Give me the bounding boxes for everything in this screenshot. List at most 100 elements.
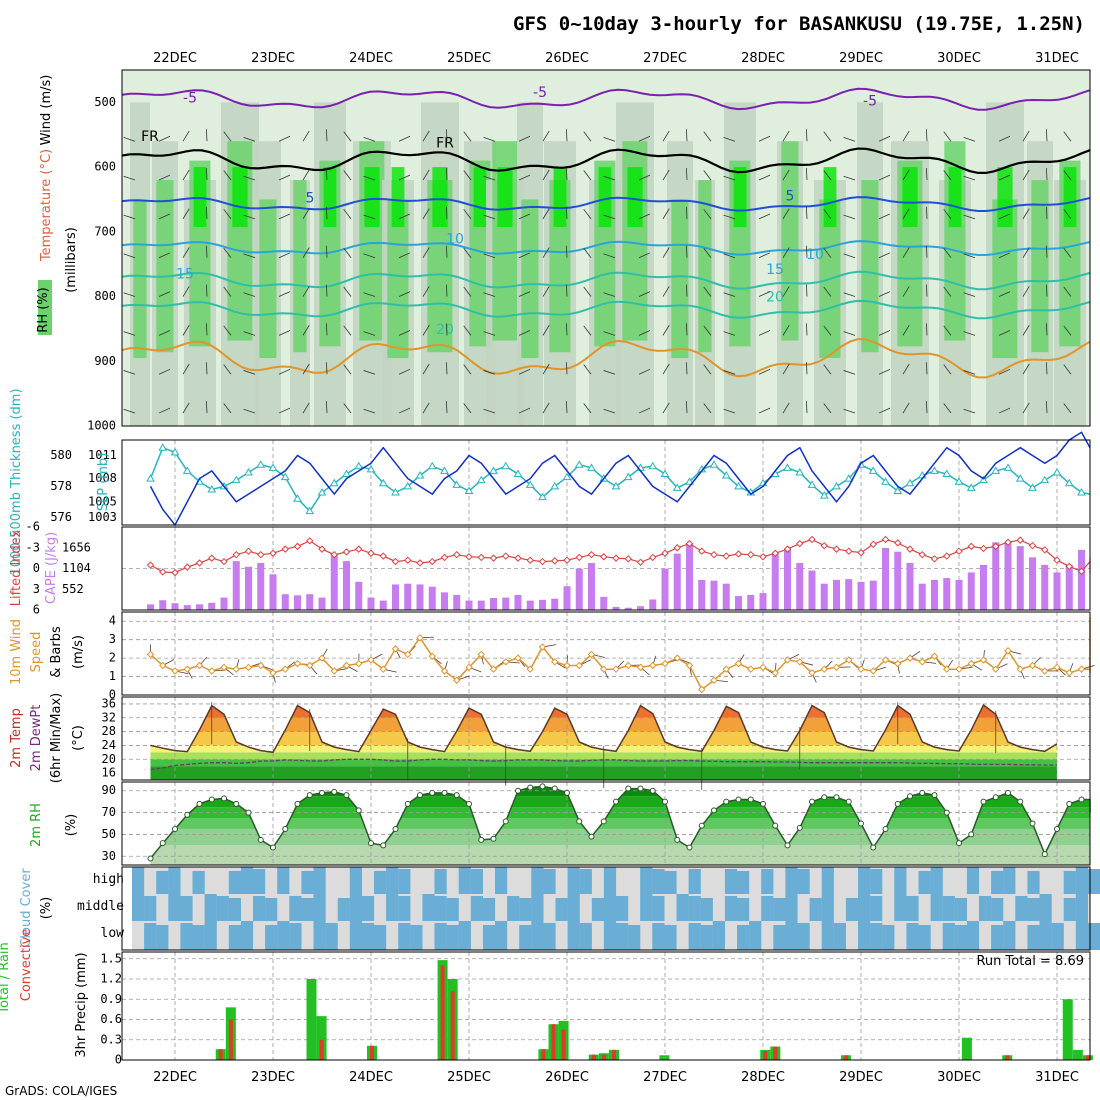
data-point: [318, 654, 326, 662]
precip-convective-bar: [450, 991, 455, 1060]
wind-barb: [463, 170, 472, 181]
isotherm-label: FR: [141, 129, 159, 145]
wind-barb: [703, 325, 712, 336]
rh-plume-bright: [432, 167, 448, 228]
wind-barb: [1022, 208, 1030, 220]
data-point: [391, 488, 400, 496]
wind-barb: [182, 130, 190, 142]
cloud-block: [192, 871, 205, 894]
lifted-index-point: [783, 545, 792, 553]
precip-convective-bar: [773, 1046, 778, 1060]
cloud-block: [979, 896, 992, 921]
wind-barb: [343, 403, 352, 414]
isotherm-line: [121, 87, 1091, 111]
wind-barb: [843, 137, 856, 142]
lifted-index-point: [355, 545, 363, 553]
cloud-block: [773, 925, 786, 950]
cloud-block: [1027, 898, 1040, 921]
cape-bar: [661, 568, 669, 610]
precip-total-bar: [961, 1037, 972, 1060]
wind-barb: [123, 214, 136, 220]
wind-barb: [943, 286, 952, 297]
cape-bar: [649, 599, 657, 610]
data-point: [966, 483, 976, 491]
cape-bar: [931, 579, 938, 610]
wind-barb: [823, 325, 832, 336]
cloud-block: [567, 867, 580, 894]
wind-barb: [123, 370, 136, 375]
wind-barb: [326, 401, 328, 414]
wind-barb: [566, 323, 568, 336]
wind-barb: [158, 291, 171, 297]
cape-bar: [294, 595, 301, 610]
wind-barb: [782, 363, 790, 375]
data-point: [660, 469, 670, 477]
rh-legend-swatch: [38, 280, 52, 335]
wind-barb: [902, 130, 910, 142]
data-point: [820, 665, 828, 673]
data-point: [685, 477, 694, 485]
wind-barb: [182, 169, 190, 181]
precip-tick-label: 0.3: [100, 1032, 122, 1046]
precip-panel: 1.5 1.2 0.9 0.6 0.3 0 Run Total = 8.69 Total / …: [0, 929, 1093, 1067]
temp-band: [150, 717, 1057, 732]
wind-barb: [998, 135, 1011, 142]
cloud-block: [724, 869, 738, 894]
cloud-block: [543, 923, 556, 950]
cloud-block: [398, 869, 411, 894]
precip-convective-bar: [228, 1019, 233, 1060]
data-point: [943, 665, 951, 673]
cape-bar: [796, 563, 804, 610]
lifted-index-point: [563, 556, 571, 564]
cloud-block: [1087, 923, 1100, 950]
lifted-index-tick-label: 0: [33, 561, 40, 575]
data-point: [452, 480, 462, 488]
cloud-block: [894, 867, 907, 894]
wind-barb: [422, 363, 430, 375]
wind-barb: [363, 292, 376, 297]
cape-bar: [906, 563, 914, 610]
precip-total-bar: [659, 1055, 670, 1060]
wind-barb: [686, 362, 688, 375]
cloud-block: [289, 896, 302, 921]
cape-bar: [392, 584, 399, 610]
data-point: [992, 665, 1000, 673]
temp-tick-label: 36: [102, 696, 116, 710]
data-point: [662, 798, 668, 805]
wind-barb: [278, 407, 291, 414]
data-point: [490, 835, 497, 842]
cloud-block: [809, 898, 822, 921]
cloud-block: [640, 867, 653, 894]
precip-tick-label: 0.6: [100, 1012, 122, 1026]
cape-bar: [257, 563, 265, 610]
cloud-cover-panel: high middle low Cloud Cover (%): [19, 866, 1100, 951]
temp-band: [150, 752, 1057, 760]
wind-barb: [243, 292, 256, 297]
cloud-block: [301, 871, 314, 894]
wind-barb: [182, 363, 190, 375]
wind-barb: [583, 364, 592, 375]
wind-barb: [1063, 247, 1072, 258]
wind-barb: [223, 325, 232, 336]
lifted-index-point: [526, 556, 534, 564]
rh-plume-bright: [193, 167, 207, 228]
wind-barb: [1046, 401, 1048, 414]
wind-barb: [326, 245, 328, 258]
wind-barb: [1022, 169, 1030, 181]
cloud-block: [531, 921, 544, 950]
precip-axis-label-2: Convective: [19, 929, 34, 1002]
date-label-bottom: 31DEC: [1035, 1070, 1079, 1085]
wind-barb: [963, 370, 976, 375]
lifted-index-point: [171, 568, 179, 577]
cape-bar: [1029, 557, 1036, 610]
pressure-tick-label: 700: [94, 224, 116, 238]
wind-barb: [963, 175, 976, 181]
lifted-index-point: [440, 553, 449, 562]
cloud-block: [954, 925, 967, 950]
rh-plume-bright: [823, 167, 837, 228]
data-point: [1041, 667, 1049, 675]
lifted-index-point: [428, 557, 436, 566]
data-point: [956, 840, 962, 847]
wind-barb: [343, 325, 352, 336]
wind-barb: [223, 403, 232, 414]
